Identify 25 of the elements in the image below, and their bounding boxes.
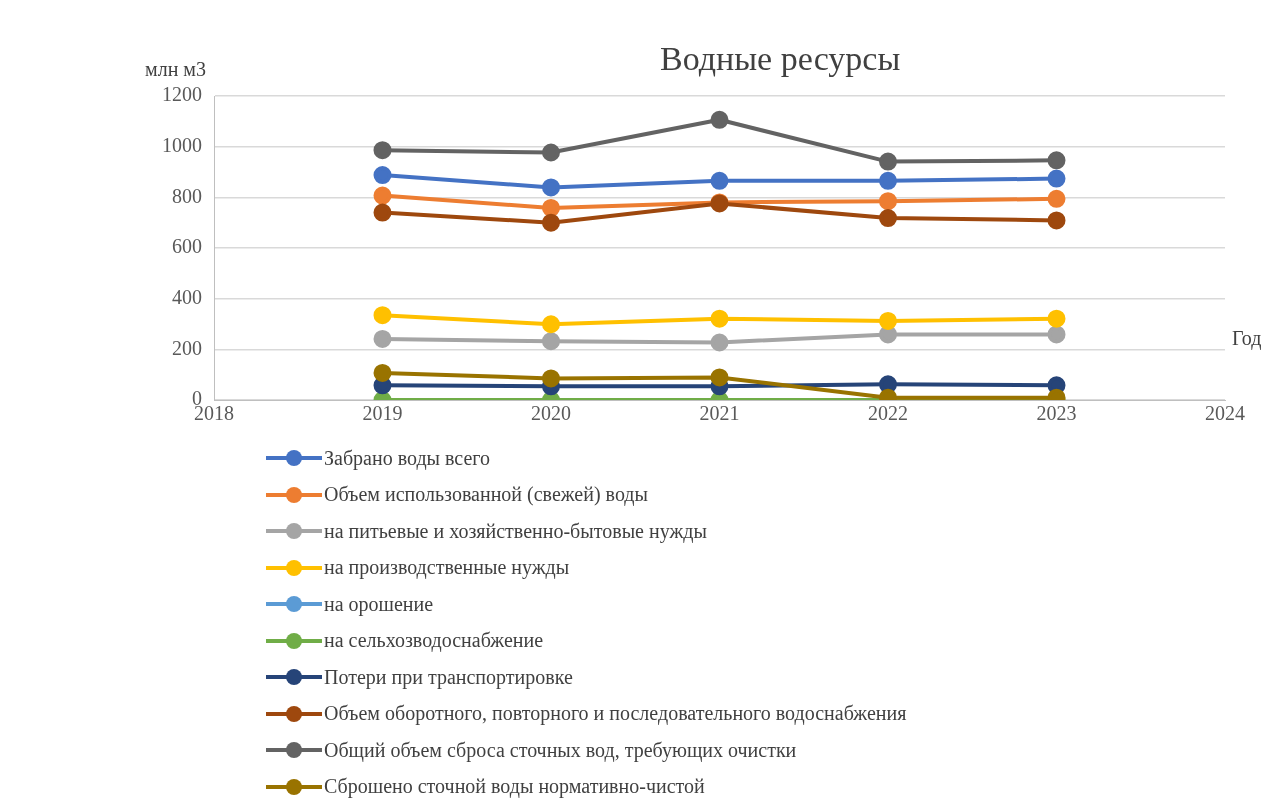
x-tick-label: 2021 bbox=[699, 402, 740, 425]
x-axis-title: Год bbox=[1232, 327, 1262, 350]
legend-label: Объем оборотного, повторного и последовательного водоснабжения bbox=[324, 702, 907, 726]
legend-label: на производственные нужды bbox=[324, 556, 570, 580]
legend-label: на орошение bbox=[324, 592, 434, 616]
legend-label: Сброшено сточной воды нормативно-чистой bbox=[324, 775, 705, 799]
legend-label: на сельхозводоснабжение bbox=[324, 629, 544, 653]
y-tick-label: 600 bbox=[172, 235, 202, 258]
y-tick-label: 200 bbox=[172, 336, 202, 359]
y-tick-label: 400 bbox=[172, 285, 202, 308]
x-tick-label: 2022 bbox=[868, 402, 908, 425]
legend-label: Общий объем сброса сточных вод, требующих очистки bbox=[324, 738, 797, 762]
legend-label: Потери при транспортировке bbox=[324, 665, 573, 689]
y-axis-title: млн м3 bbox=[145, 58, 206, 80]
x-tick-label: 2023 bbox=[1036, 402, 1077, 425]
chart-title: Водные ресурсы bbox=[660, 40, 901, 77]
legend-label: Забрано воды всего bbox=[324, 446, 491, 470]
legend-label: Объем использованной (свежей) воды bbox=[324, 483, 648, 507]
x-tick-label: 2019 bbox=[362, 402, 403, 425]
y-tick-label: 1200 bbox=[162, 83, 202, 106]
x-tick-label: 2024 bbox=[1205, 402, 1245, 425]
x-tick-label: 2020 bbox=[531, 402, 571, 425]
legend-label: на питьевые и хозяйственно-бытовые нужды bbox=[324, 519, 707, 543]
y-tick-label: 1000 bbox=[162, 133, 202, 156]
y-tick-label: 800 bbox=[172, 184, 202, 207]
